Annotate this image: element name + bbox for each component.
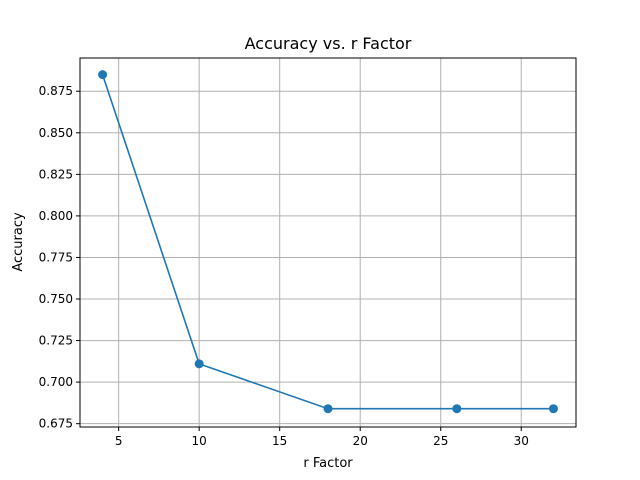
x-tick-label: 10 bbox=[192, 434, 207, 448]
grid bbox=[80, 58, 576, 427]
y-tick-label: 0.750 bbox=[39, 292, 73, 306]
x-axis-ticks: 5 10 15 20 25 30 bbox=[115, 427, 529, 448]
y-tick-label: 0.725 bbox=[39, 334, 73, 348]
y-tick-label: 0.850 bbox=[39, 126, 73, 140]
chart-title: Accuracy vs. r Factor bbox=[245, 34, 412, 53]
y-tick-label: 0.875 bbox=[39, 84, 73, 98]
x-tick-label: 20 bbox=[353, 434, 368, 448]
y-tick-label: 0.825 bbox=[39, 167, 73, 181]
plot-frame bbox=[79, 57, 577, 428]
x-tick-label: 15 bbox=[272, 434, 287, 448]
series-accuracy bbox=[98, 70, 558, 414]
data-point bbox=[194, 359, 204, 369]
x-axis-label: r Factor bbox=[303, 456, 353, 471]
series-line bbox=[101, 74, 554, 410]
x-tick-label: 5 bbox=[115, 434, 123, 448]
x-tick-label: 25 bbox=[433, 434, 448, 448]
y-tick-label: 0.675 bbox=[39, 417, 73, 431]
data-point bbox=[98, 70, 108, 80]
data-point bbox=[323, 404, 333, 414]
data-point bbox=[548, 404, 558, 414]
y-tick-label: 0.700 bbox=[39, 375, 73, 389]
y-axis-label: Accuracy bbox=[11, 212, 26, 272]
data-point bbox=[452, 404, 462, 414]
y-tick-label: 0.775 bbox=[39, 250, 73, 264]
y-axis-ticks: 0.675 0.700 0.725 0.750 0.775 0.800 0.825 0.850… bbox=[39, 84, 80, 431]
x-tick-label: 30 bbox=[514, 434, 529, 448]
y-tick-label: 0.800 bbox=[39, 209, 73, 223]
